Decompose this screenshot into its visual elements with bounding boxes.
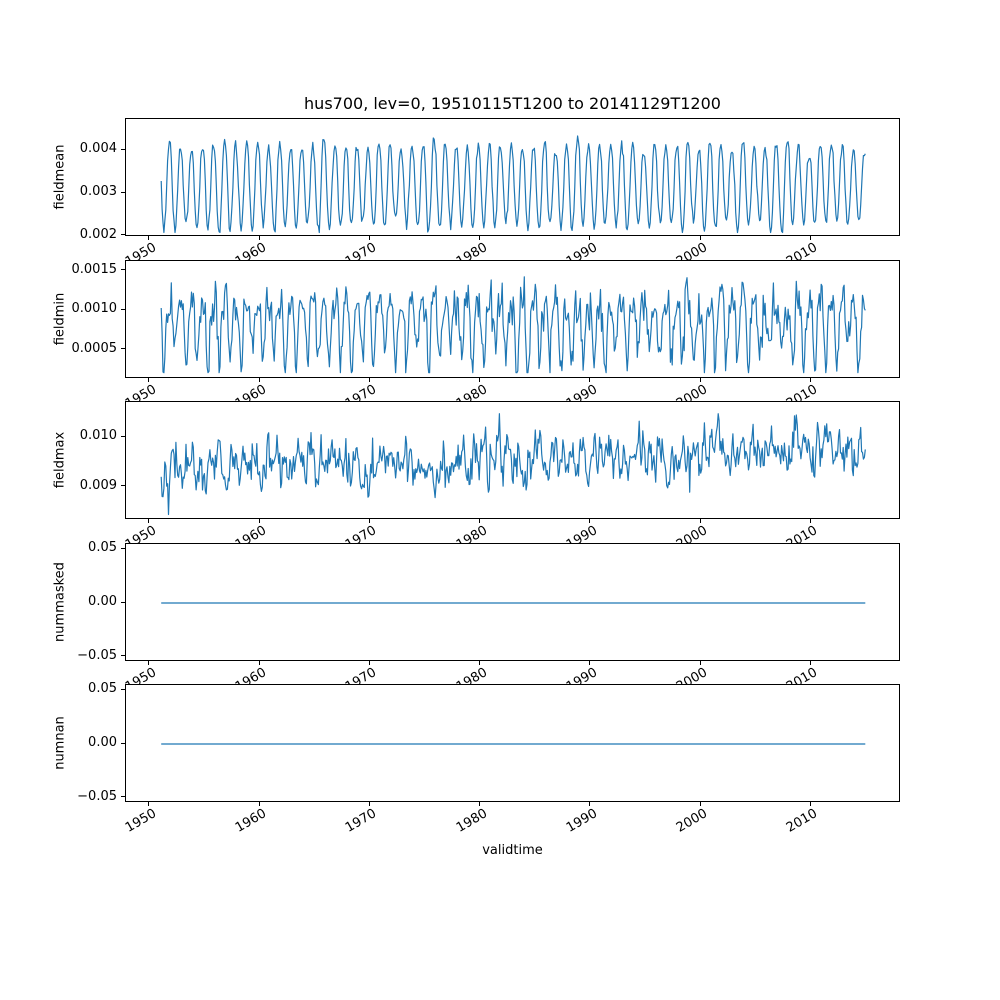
x-tick-mark bbox=[258, 519, 260, 523]
y-tick-label: 0.009 bbox=[79, 477, 117, 493]
x-tick-mark bbox=[148, 519, 150, 523]
x-tick-mark bbox=[258, 802, 260, 806]
x-tick-mark bbox=[810, 661, 812, 665]
y-tick-mark bbox=[121, 269, 125, 270]
x-tick-mark bbox=[368, 802, 370, 806]
y-axis-label-numnan: numnan bbox=[52, 716, 68, 770]
x-tick-mark bbox=[699, 661, 701, 665]
y-tick-mark bbox=[121, 601, 125, 603]
x-tick-mark bbox=[810, 802, 812, 806]
x-tick-mark bbox=[589, 236, 591, 240]
numnan-line-plot bbox=[161, 743, 866, 745]
y-axis-label-nummasked: nummasked bbox=[52, 562, 68, 642]
x-tick-mark bbox=[368, 661, 370, 665]
x-tick-mark bbox=[699, 802, 701, 806]
x-tick-mark bbox=[479, 519, 481, 523]
x-tick-mark bbox=[810, 519, 812, 523]
y-axis-label-fieldmin: fieldmin bbox=[52, 292, 68, 346]
x-tick-label: 1970 bbox=[343, 806, 380, 836]
x-tick-label: 2000 bbox=[674, 806, 711, 836]
x-tick-mark bbox=[258, 378, 260, 382]
y-tick-label: −0.05 bbox=[77, 788, 117, 804]
x-tick-mark bbox=[479, 802, 481, 806]
x-tick-mark bbox=[589, 519, 591, 523]
y-tick-mark bbox=[121, 796, 125, 798]
x-tick-mark bbox=[810, 378, 812, 382]
x-tick-mark bbox=[148, 661, 150, 665]
x-tick-mark bbox=[589, 378, 591, 382]
y-tick-mark bbox=[121, 308, 125, 310]
x-tick-mark bbox=[699, 236, 701, 240]
x-tick-label: 1990 bbox=[563, 806, 600, 836]
y-tick-mark bbox=[121, 688, 125, 690]
y-tick-label: 0.00 bbox=[88, 594, 117, 609]
subplot-fieldmin-axes bbox=[125, 260, 900, 378]
y-tick-mark bbox=[121, 148, 125, 150]
y-tick-label: 0.0005 bbox=[71, 340, 118, 356]
x-tick-mark bbox=[810, 236, 812, 240]
x-tick-label: 1980 bbox=[453, 806, 490, 836]
x-tick-mark bbox=[258, 236, 260, 240]
x-tick-mark bbox=[148, 378, 150, 382]
y-tick-label: 0.0015 bbox=[71, 261, 118, 277]
y-tick-mark bbox=[121, 191, 125, 193]
fieldmin-line-plot bbox=[160, 276, 866, 374]
fieldmin-series-path bbox=[160, 276, 866, 374]
y-tick-label: 0.004 bbox=[79, 141, 117, 157]
x-tick-mark bbox=[368, 519, 370, 523]
subplot-fieldmax-axes bbox=[125, 401, 900, 519]
x-tick-mark bbox=[699, 519, 701, 523]
x-axis-label: validtime bbox=[482, 843, 543, 858]
x-tick-label: 1960 bbox=[232, 806, 270, 836]
fieldmax-series-path bbox=[160, 413, 866, 516]
y-tick-label: 0.010 bbox=[79, 428, 117, 444]
subplot-fieldmean-axes bbox=[125, 118, 900, 236]
subplot-numnan-axes bbox=[125, 684, 900, 802]
x-tick-label: 1950 bbox=[122, 806, 159, 836]
x-tick-mark bbox=[368, 236, 370, 240]
x-tick-mark bbox=[699, 378, 701, 382]
y-tick-label: 0.0010 bbox=[71, 301, 118, 317]
y-tick-label: 0.00 bbox=[88, 735, 117, 750]
y-tick-mark bbox=[121, 435, 125, 437]
y-tick-mark bbox=[121, 655, 125, 657]
x-tick-mark bbox=[479, 378, 481, 382]
y-tick-mark bbox=[121, 234, 125, 236]
figure-title: hus700, lev=0, 19510115T1200 to 20141129… bbox=[304, 94, 721, 113]
y-axis-label-fieldmax: fieldmax bbox=[52, 431, 68, 489]
x-tick-mark bbox=[589, 661, 591, 665]
x-tick-mark bbox=[589, 802, 591, 806]
nummasked-line-plot bbox=[161, 602, 866, 604]
y-tick-label: −0.05 bbox=[77, 647, 117, 663]
x-tick-mark bbox=[258, 661, 260, 665]
y-tick-label: 0.05 bbox=[88, 681, 117, 697]
x-tick-mark bbox=[148, 802, 150, 806]
fieldmax-line-plot bbox=[160, 413, 866, 516]
y-tick-mark bbox=[121, 742, 125, 744]
y-tick-mark bbox=[121, 348, 125, 350]
x-tick-mark bbox=[368, 378, 370, 382]
fieldmean-line-plot bbox=[160, 135, 866, 234]
y-tick-label: 0.003 bbox=[79, 184, 117, 200]
y-axis-label-fieldmean: fieldmean bbox=[52, 144, 68, 210]
y-tick-label: 0.05 bbox=[88, 540, 117, 556]
y-tick-mark bbox=[121, 485, 125, 487]
x-tick-mark bbox=[479, 236, 481, 240]
x-tick-label: 2010 bbox=[784, 806, 821, 836]
x-tick-mark bbox=[148, 236, 150, 240]
fieldmean-series-path bbox=[160, 135, 866, 234]
y-tick-mark bbox=[121, 547, 125, 549]
x-tick-mark bbox=[479, 661, 481, 665]
y-tick-label: 0.002 bbox=[79, 226, 117, 242]
subplot-nummasked-axes bbox=[125, 543, 900, 661]
